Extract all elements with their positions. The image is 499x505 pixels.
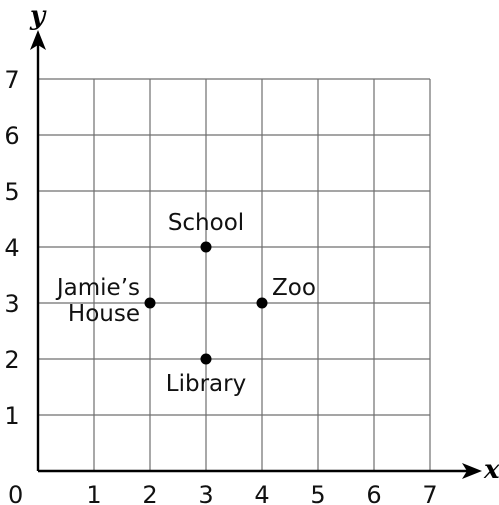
- y-tick-label: 5: [4, 178, 19, 206]
- x-tick-label: 1: [86, 481, 101, 505]
- origin-label: 0: [8, 481, 23, 505]
- y-tick-label: 2: [4, 346, 19, 374]
- x-tick-label: 7: [422, 481, 437, 505]
- point-label: Library: [166, 371, 246, 397]
- x-tick-label: 5: [310, 481, 325, 505]
- y-tick-label: 4: [4, 234, 19, 262]
- point-marker: [256, 297, 268, 309]
- point-label: School: [168, 210, 244, 236]
- point-label: Zoo: [272, 275, 316, 301]
- point-marker: [200, 353, 212, 365]
- y-axis-arrowhead: [30, 30, 46, 50]
- y-tick-label: 3: [4, 290, 19, 318]
- x-axis-label: x: [483, 455, 499, 485]
- y-tick-label: 7: [4, 66, 19, 94]
- grid: [38, 78, 431, 471]
- axes: x y 0: [8, 1, 499, 505]
- point-label: House: [68, 301, 140, 327]
- y-tick-label: 6: [4, 122, 19, 150]
- x-axis-arrowhead: [462, 463, 482, 479]
- x-tick-label: 3: [198, 481, 213, 505]
- point-marker: [200, 241, 212, 253]
- point-marker: [144, 297, 156, 309]
- x-tick-label: 2: [142, 481, 157, 505]
- point-label: Jamie’s: [55, 275, 140, 301]
- tick-labels: 1 2 3 4 5 6 7 1 2 3 4 5 6 7: [4, 66, 437, 505]
- y-tick-label: 1: [4, 402, 19, 430]
- x-tick-label: 4: [254, 481, 269, 505]
- y-axis-label: y: [29, 1, 47, 31]
- x-tick-label: 6: [366, 481, 381, 505]
